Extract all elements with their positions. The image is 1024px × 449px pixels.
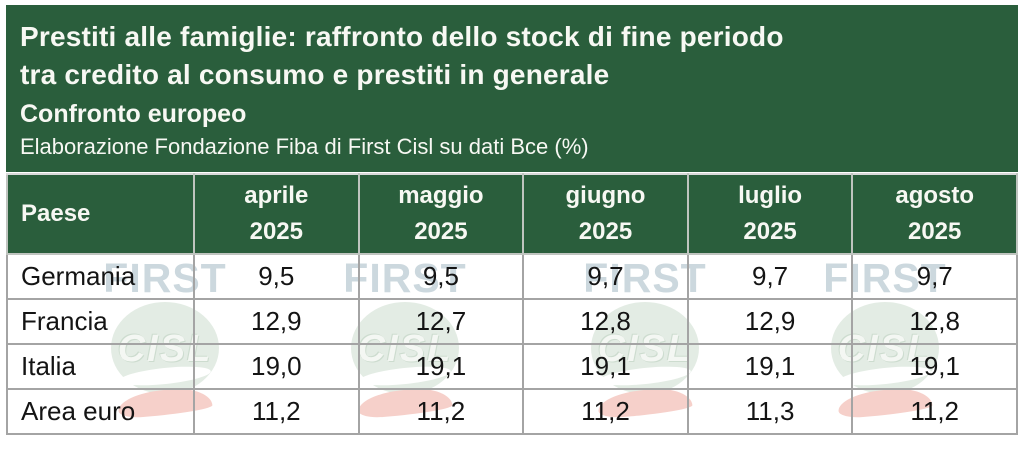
value-cell: 11,2 (357, 388, 525, 435)
column-header-maggio-2025: maggio 2025 (357, 173, 525, 255)
title-block: Prestiti alle famiglie: raffronto dello … (6, 5, 1018, 172)
table-row-francia: Francia 12,9 12,7 12,8 12,9 12,8 (6, 298, 1018, 345)
chart-title-line2: tra credito al consumo e prestiti in gen… (20, 59, 610, 90)
table-row-area-euro: Area euro 11,2 11,2 11,2 11,3 11,2 (6, 388, 1018, 435)
chart-source-note: Elaborazione Fondazione Fiba di First Ci… (20, 134, 589, 159)
column-header-aprile-2025: aprile 2025 (193, 173, 360, 255)
column-header-giugno-2025: giugno 2025 (522, 173, 689, 255)
value-cell: 9,7 (522, 253, 689, 300)
value-cell: 19,1 (522, 343, 689, 390)
year-label: 2025 (907, 218, 962, 245)
country-label: Italia (6, 343, 195, 390)
value-cell: 11,2 (522, 388, 689, 435)
value-cell: 11,2 (851, 388, 1018, 435)
country-label: Germania (6, 253, 195, 300)
chart-subtitle: Confronto europeo (20, 100, 247, 128)
country-label: Francia (6, 298, 195, 345)
table-row-italia: Italia 19,0 19,1 19,1 19,1 19,1 (6, 343, 1018, 390)
table-header-row: Paese aprile 2025 maggio 2025 giugno 202… (6, 173, 1018, 255)
value-cell: 12,7 (357, 298, 525, 345)
value-cell: 12,8 (851, 298, 1018, 345)
value-cell: 12,8 (522, 298, 689, 345)
value-cell: 11,3 (686, 388, 854, 435)
month-label: agosto (895, 182, 975, 209)
year-label: 2025 (743, 218, 797, 245)
value-cell: 9,5 (193, 253, 360, 300)
value-cell: 11,2 (193, 388, 360, 435)
value-cell: 19,1 (851, 343, 1018, 390)
month-label: aprile (244, 182, 309, 209)
chart-title-line1: Prestiti alle famiglie: raffronto dello … (20, 21, 784, 52)
year-label: 2025 (578, 218, 633, 245)
month-label: luglio (738, 182, 803, 209)
year-label: 2025 (249, 218, 303, 245)
value-cell: 9,7 (686, 253, 854, 300)
value-cell: 19,1 (357, 343, 525, 390)
value-cell: 19,1 (686, 343, 854, 390)
table-row-germania: Germania 9,5 9,5 9,7 9,7 9,7 (6, 253, 1018, 300)
month-label: maggio (398, 182, 484, 209)
column-header-paese: Paese (6, 173, 195, 255)
value-cell: 9,7 (851, 253, 1018, 300)
value-cell: 12,9 (686, 298, 854, 345)
data-table: Paese aprile 2025 maggio 2025 giugno 202… (6, 173, 1018, 435)
column-header-agosto-2025: agosto 2025 (851, 173, 1018, 255)
year-label: 2025 (414, 218, 468, 245)
value-cell: 12,9 (193, 298, 360, 345)
month-label: giugno (565, 182, 646, 209)
column-header-luglio-2025: luglio 2025 (686, 173, 854, 255)
country-label: Area euro (6, 388, 195, 435)
value-cell: 19,0 (193, 343, 360, 390)
value-cell: 9,5 (357, 253, 525, 300)
